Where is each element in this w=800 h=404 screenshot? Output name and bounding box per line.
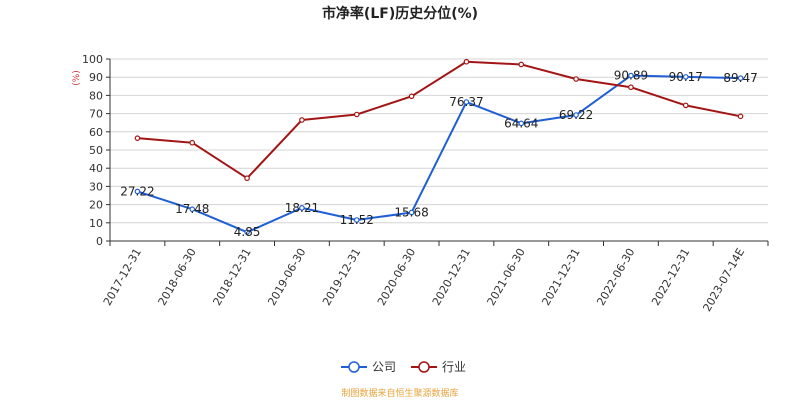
x-tick-label: 2022-06-30	[594, 246, 637, 308]
x-tick-label: 2019-12-31	[320, 246, 363, 308]
data-label: 15.68	[394, 205, 428, 219]
data-label: 90.89	[614, 69, 648, 83]
data-label: 89.47	[723, 71, 757, 85]
y-tick-label: 30	[89, 180, 103, 193]
legend-marker-0	[348, 361, 360, 373]
series-0-point	[737, 75, 744, 81]
series-0-point	[463, 99, 470, 105]
x-tick-label: 2021-06-30	[485, 246, 528, 308]
data-label: 69.22	[559, 108, 593, 122]
x-tick-label: 2023-07-14E	[700, 246, 747, 314]
y-tick-label: 40	[89, 162, 103, 175]
series-1-point	[628, 84, 634, 91]
data-label: 27.22	[120, 184, 154, 198]
series-0-point	[628, 72, 634, 79]
x-tick-label: 2022-12-31	[649, 246, 692, 308]
data-labels-layer: 27.22 17.48 4.85 18.21 11.52 15.68 76.37 64.64 6…	[120, 69, 758, 240]
y-tick-label: 70	[89, 108, 103, 121]
x-tick-label: 2017-12-31	[101, 246, 144, 308]
data-source-note: 制图数据来自恒生聚源数据库	[341, 387, 458, 399]
series-1-point	[353, 111, 360, 118]
series-0-point	[682, 74, 689, 80]
y-tick-label: 80	[89, 89, 103, 102]
series-1-point	[244, 175, 250, 182]
series-0-point	[244, 229, 250, 235]
series-0-point	[299, 205, 305, 211]
data-label: 17.48	[175, 202, 209, 216]
series-0-point	[573, 112, 579, 118]
series-0-point	[408, 209, 415, 216]
series-1-point	[682, 102, 689, 109]
legend-label-0: 公司	[372, 360, 396, 374]
x-tick-label: 2018-06-30	[156, 246, 199, 308]
series-0-point	[518, 120, 525, 127]
x-tick-label: 2020-06-30	[375, 246, 418, 308]
grid-layer	[110, 58, 768, 224]
series-1-point	[518, 61, 525, 68]
series-1-point	[408, 93, 415, 100]
series-0-point	[134, 188, 141, 195]
series-0-point	[353, 217, 360, 223]
x-tick-label: 2020-12-31	[430, 246, 473, 308]
series-1-point	[573, 76, 579, 82]
y-axis-unit-label: (%)	[72, 70, 82, 86]
legend-marker-1	[418, 361, 430, 373]
series-0-point	[189, 206, 196, 212]
series-line-0	[137, 74, 741, 234]
x-tick-label: 2021-12-31	[539, 246, 582, 308]
series-1-point	[189, 139, 196, 146]
y-tick-label: 10	[89, 217, 103, 230]
series-1-point	[463, 58, 470, 65]
legend-label-1: 行业	[442, 360, 466, 374]
data-label: 64.64	[504, 116, 538, 130]
legend: 公司 行业	[341, 360, 466, 374]
series-1-point	[134, 135, 141, 141]
data-label: 18.21	[285, 201, 319, 215]
y-tick-label: 20	[89, 199, 103, 212]
series-1-point	[737, 113, 744, 120]
data-label: 76.37	[449, 95, 483, 109]
y-tick-label: 50	[89, 144, 103, 157]
series-line-1	[137, 60, 741, 180]
chart-title: 市净率(LF)历史分位(%)	[322, 5, 478, 22]
data-label: 90.17	[669, 70, 703, 84]
y-tick-label: 100	[82, 53, 103, 66]
x-tick-label: 2019-06-30	[265, 246, 308, 308]
x-tick-label: 2018-12-31	[210, 246, 253, 308]
y-tick-label: 0	[96, 235, 103, 248]
series-1-point	[299, 117, 305, 123]
series-layer	[134, 58, 744, 235]
y-tick-label: 90	[89, 71, 103, 84]
y-tick-label: 60	[89, 126, 103, 139]
data-label: 4.85	[234, 225, 261, 239]
data-label: 11.52	[340, 213, 374, 227]
